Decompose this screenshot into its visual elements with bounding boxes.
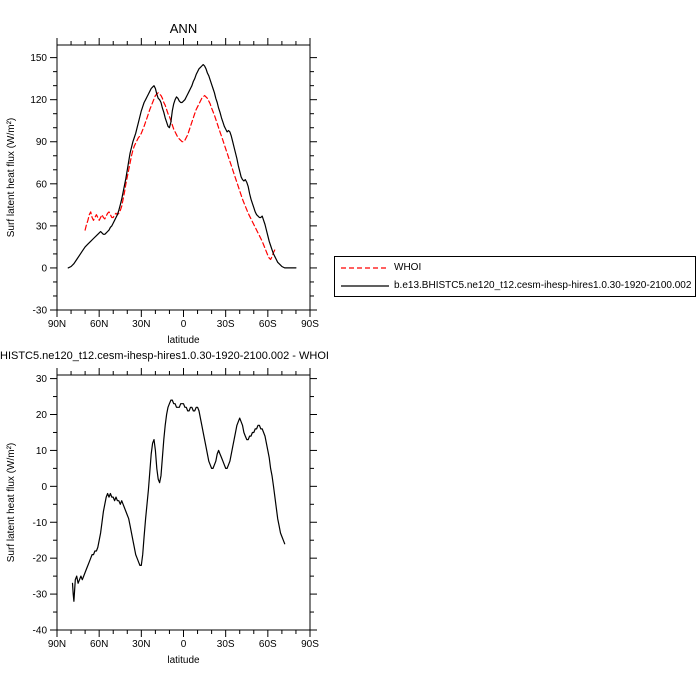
- svg-text:10: 10: [36, 446, 48, 457]
- svg-text:0: 0: [181, 319, 187, 330]
- svg-text:90N: 90N: [48, 319, 66, 330]
- legend-line-dashed-icon: [341, 266, 389, 269]
- svg-text:-30: -30: [33, 590, 48, 601]
- svg-text:60S: 60S: [259, 639, 277, 650]
- svg-text:HISTC5.ne120_t12.cesm-ihesp-hi: HISTC5.ne120_t12.cesm-ihesp-hires1.0.30-…: [0, 350, 329, 362]
- svg-text:ANN: ANN: [170, 21, 197, 36]
- svg-text:-40: -40: [33, 626, 48, 637]
- legend-item-whoi: WHOI: [339, 260, 691, 275]
- svg-text:latitude: latitude: [167, 335, 200, 346]
- legend: WHOI b.e13.BHISTC5.ne120_t12.cesm-ihesp-…: [334, 256, 697, 297]
- legend-line-solid-icon: [341, 284, 389, 287]
- svg-text:-30: -30: [33, 306, 48, 317]
- svg-text:60N: 60N: [90, 639, 108, 650]
- svg-text:60N: 60N: [90, 319, 108, 330]
- svg-text:-10: -10: [33, 518, 48, 529]
- legend-label-model: b.e13.BHISTC5.ne120_t12.cesm-ihesp-hires…: [394, 280, 692, 291]
- svg-text:90: 90: [36, 137, 48, 148]
- svg-text:0: 0: [41, 263, 47, 274]
- svg-text:-20: -20: [33, 554, 48, 565]
- svg-text:0: 0: [41, 482, 47, 493]
- svg-text:90S: 90S: [301, 639, 319, 650]
- svg-text:latitude: latitude: [167, 655, 200, 666]
- svg-text:150: 150: [30, 53, 47, 64]
- svg-text:30N: 30N: [132, 639, 150, 650]
- svg-text:30: 30: [36, 374, 48, 385]
- legend-label-whoi: WHOI: [394, 262, 422, 273]
- svg-text:Surf latent heat flux (W/m²): Surf latent heat flux (W/m²): [6, 443, 17, 562]
- svg-text:60S: 60S: [259, 319, 277, 330]
- svg-text:90N: 90N: [48, 639, 66, 650]
- chart-ann-panel: 90N 60N 30N 0 30S 60S 90S -30 0 30 60 90 120 150 ANN la…: [6, 21, 319, 346]
- svg-text:30N: 30N: [132, 319, 150, 330]
- svg-text:120: 120: [30, 95, 47, 106]
- chart-difference-panel: 90N 60N 30N 0 30S 60S 90S -40 -30 -20 -10 0 10 20 30 HI…: [0, 350, 329, 666]
- svg-text:30S: 30S: [217, 319, 235, 330]
- svg-text:30: 30: [36, 221, 48, 232]
- legend-item-model: b.e13.BHISTC5.ne120_t12.cesm-ihesp-hires…: [339, 278, 691, 293]
- svg-text:20: 20: [36, 410, 48, 421]
- svg-text:Surf latent heat flux (W/m²): Surf latent heat flux (W/m²): [6, 118, 17, 237]
- svg-text:0: 0: [181, 639, 187, 650]
- svg-text:60: 60: [36, 179, 48, 190]
- svg-text:30S: 30S: [217, 639, 235, 650]
- svg-text:90S: 90S: [301, 319, 319, 330]
